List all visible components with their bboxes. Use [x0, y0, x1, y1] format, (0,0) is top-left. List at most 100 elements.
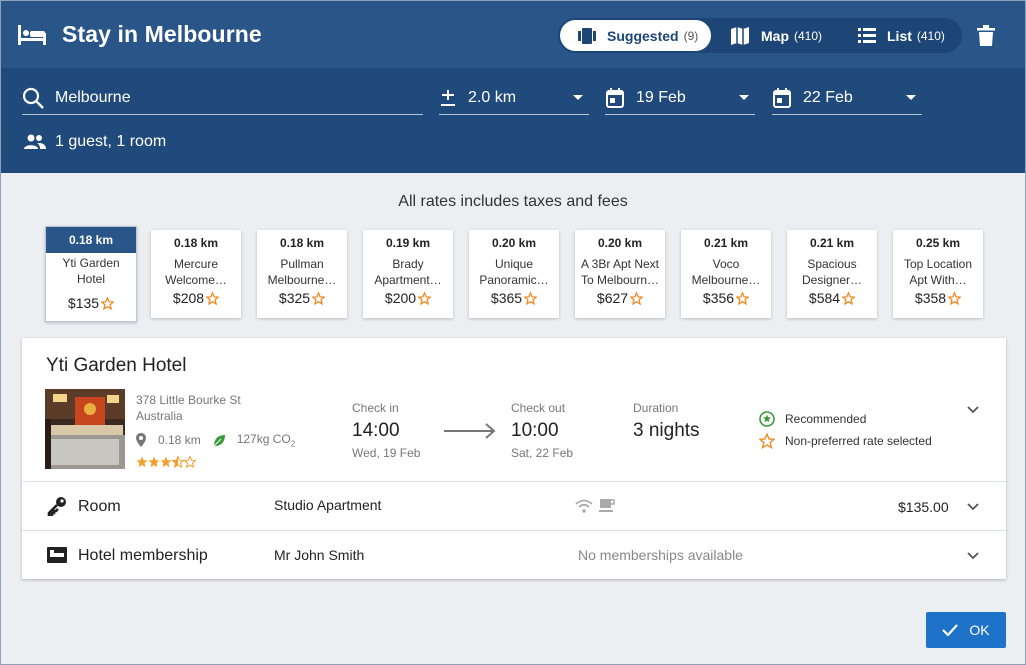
chevron-down-icon[interactable] [967, 503, 979, 511]
rate-price: $365 [490, 290, 523, 306]
check-in-value: 19 Feb [636, 89, 686, 106]
star-outline-icon [736, 291, 750, 305]
search-bar: Melbourne 2.0 km 19 Feb [1, 68, 1025, 173]
tab-map[interactable]: Map (410) [730, 20, 830, 51]
list-icon [858, 28, 876, 43]
rate-card[interactable]: 0.18 km Mercure Welcome… $208 [151, 230, 241, 318]
membership-row[interactable]: Hotel membership Mr John Smith No member… [22, 530, 1006, 579]
star-half-icon [172, 456, 184, 468]
rate-hotel-name: Unique Panoramic… [479, 257, 549, 287]
rate-distance: 0.21 km [703, 236, 749, 250]
calendar-icon [773, 88, 791, 108]
rate-distance: 0.20 km [491, 236, 537, 250]
rate-card[interactable]: 0.20 km Unique Panoramic… $365 [469, 230, 559, 318]
chevron-down-icon[interactable] [967, 406, 979, 414]
rate-price-row: $584 [787, 290, 877, 306]
tab-suggested[interactable]: Suggested (9) [560, 20, 711, 51]
people-icon [24, 134, 46, 149]
rate-distance: 0.18 km [173, 236, 219, 250]
rate-price: $325 [278, 290, 311, 306]
tab-map-count: (410) [794, 28, 823, 43]
rate-distance: 0.19 km [385, 236, 431, 250]
rate-card[interactable]: 0.18 km Yti Garden Hotel $135 [45, 226, 137, 322]
tab-suggested-count: (9) [683, 28, 699, 43]
rate-card[interactable]: 0.20 km A 3Br Apt Next To Melbourn… $627 [575, 230, 665, 318]
address-line-1: 378 Little Bourke St [136, 393, 241, 407]
non-preferred-flag: Non-preferred rate selected [759, 433, 932, 449]
co2-emission: 127kg CO2 [237, 432, 295, 448]
duration-label: Duration [633, 401, 679, 415]
key-icon [47, 497, 66, 516]
rate-card[interactable]: 0.25 km Top Location Apt With… $358 [893, 230, 983, 318]
rate-card[interactable]: 0.21 km Voco Melbourne… $356 [681, 230, 771, 318]
tab-suggested-label: Suggested [607, 27, 679, 44]
rate-card[interactable]: 0.18 km Pullman Melbourne… $325 [257, 230, 347, 318]
rate-distance: 0.20 km [597, 236, 643, 250]
tab-list[interactable]: List (410) [858, 20, 958, 51]
wifi-icon [575, 499, 593, 513]
room-row[interactable]: Room Studio Apartment $135.00 [22, 481, 1006, 530]
recommended-label: Recommended [785, 412, 867, 426]
check-in-label: Check in [352, 401, 399, 415]
hotel-meta: 0.18 km 127kg CO2 [136, 432, 295, 448]
non-preferred-label: Non-preferred rate selected [785, 434, 932, 448]
rate-hotel-name: Yti Garden Hotel [62, 256, 120, 286]
check-in-date: Wed, 19 Feb [352, 446, 421, 460]
rate-price-row: $200 [363, 290, 453, 306]
hotel-name: Yti Garden Hotel [46, 355, 187, 376]
rate-card[interactable]: 0.19 km Brady Apartment… $200 [363, 230, 453, 318]
membership-status: No memberships available [578, 547, 743, 563]
rate-hotel-name: Pullman Melbourne… [267, 257, 337, 287]
page-title: Stay in Melbourne [62, 21, 262, 47]
chevron-down-icon [573, 95, 583, 100]
star-outline-icon [842, 291, 856, 305]
rate-hotel-name: Top Location Apt With… [903, 257, 973, 287]
trash-icon[interactable] [976, 25, 996, 47]
star-rating [136, 456, 196, 468]
co2-value: 127kg CO [236, 432, 291, 446]
rate-card[interactable]: 0.21 km Spacious Designer… $584 [787, 230, 877, 318]
map-icon [731, 26, 749, 45]
rate-price-row: $325 [257, 290, 347, 306]
view-switcher: Suggested (9) Map (410) List (410) [558, 18, 962, 53]
check-in-time: 14:00 [352, 420, 400, 441]
guests-value: 1 guest, 1 room [55, 133, 167, 150]
rate-hotel-name: Brady Apartment… [374, 257, 442, 287]
rate-distance: 0.25 km [915, 236, 961, 250]
guests-selector[interactable]: 1 guest, 1 room [23, 133, 166, 151]
chevron-down-icon[interactable] [967, 552, 979, 560]
rate-price-row: $627 [575, 290, 665, 306]
room-label: Room [78, 498, 121, 515]
rate-hotel-name: Voco Melbourne… [691, 257, 761, 287]
star-outline-icon [759, 433, 775, 449]
coffee-icon [599, 499, 615, 512]
radius-select[interactable]: 2.0 km [439, 82, 589, 115]
tab-list-count: (410) [916, 28, 945, 43]
location-pin-icon [136, 433, 146, 448]
suggested-icon [578, 27, 596, 44]
hotel-photo [45, 389, 125, 469]
leaf-icon [213, 434, 225, 447]
member-name: Mr John Smith [274, 547, 365, 563]
check-in-date-field[interactable]: 19 Feb [605, 82, 755, 115]
check-out-date-field[interactable]: 22 Feb [772, 82, 922, 115]
arrow-right-icon [444, 423, 496, 439]
rate-price: $135 [67, 295, 100, 311]
hotel-address: 378 Little Bourke St Australia [136, 392, 241, 424]
ok-button[interactable]: OK [926, 612, 1006, 648]
tab-map-label: Map [761, 27, 789, 44]
check-out-block: Check out 10:00 Sat, 22 Feb [511, 401, 573, 460]
star-outline-icon [312, 291, 326, 305]
rate-price: $627 [596, 290, 629, 306]
check-icon [942, 624, 959, 636]
rate-price: $356 [702, 290, 735, 306]
location-field[interactable]: Melbourne [22, 82, 423, 115]
duration-block: Duration 3 nights [633, 401, 700, 442]
ok-label: OK [969, 622, 990, 638]
location-value: Melbourne [55, 89, 131, 106]
recommended-flag: Recommended [759, 411, 866, 427]
rate-price-row: $365 [469, 290, 559, 306]
check-out-time: 10:00 [511, 420, 559, 441]
chevron-down-icon [739, 95, 749, 100]
